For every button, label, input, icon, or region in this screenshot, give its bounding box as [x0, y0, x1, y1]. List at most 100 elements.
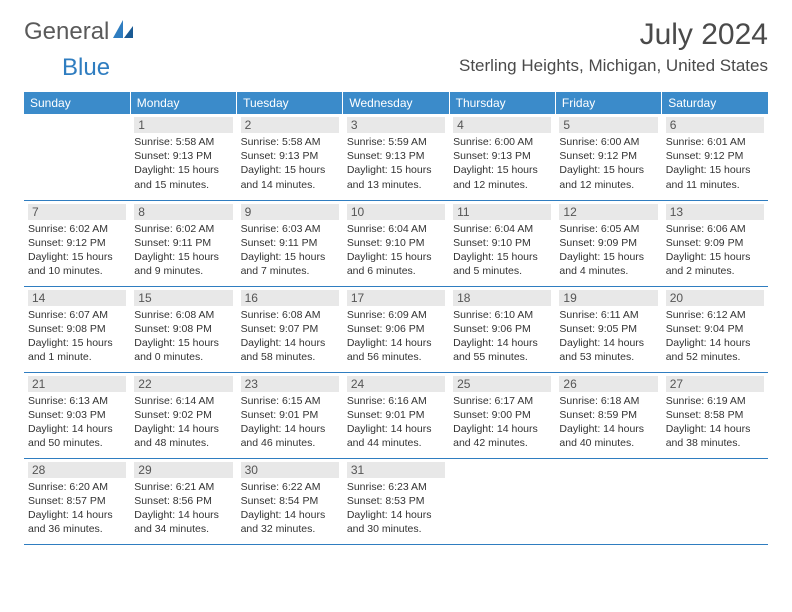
cell-text: Sunrise: 6:00 AM: [453, 135, 551, 149]
calendar-cell: 2Sunrise: 5:58 AMSunset: 9:13 PMDaylight…: [237, 114, 343, 200]
calendar-cell: 25Sunrise: 6:17 AMSunset: 9:00 PMDayligh…: [449, 372, 555, 458]
day-number: 24: [347, 376, 445, 392]
cell-text: Sunrise: 6:06 AM: [666, 222, 764, 236]
cell-text: Daylight: 14 hours: [241, 508, 339, 522]
cell-text: Sunset: 9:06 PM: [347, 322, 445, 336]
cell-text: Sunrise: 6:13 AM: [28, 394, 126, 408]
calendar-cell: 11Sunrise: 6:04 AMSunset: 9:10 PMDayligh…: [449, 200, 555, 286]
cell-text: Sunset: 8:58 PM: [666, 408, 764, 422]
cell-text: and 12 minutes.: [453, 178, 551, 192]
day-number: 11: [453, 204, 551, 220]
day-number: 9: [241, 204, 339, 220]
cell-text: and 1 minute.: [28, 350, 126, 364]
cell-text: Daylight: 15 hours: [559, 250, 657, 264]
cell-text: and 0 minutes.: [134, 350, 232, 364]
day-number: 14: [28, 290, 126, 306]
day-number: 2: [241, 117, 339, 133]
cell-text: Daylight: 14 hours: [134, 422, 232, 436]
cell-text: Sunset: 9:12 PM: [559, 149, 657, 163]
logo-text-general: General: [24, 18, 109, 46]
cell-text: Sunset: 9:01 PM: [347, 408, 445, 422]
calendar-cell: 16Sunrise: 6:08 AMSunset: 9:07 PMDayligh…: [237, 286, 343, 372]
calendar-cell: [555, 458, 661, 544]
cell-text: Sunset: 9:11 PM: [134, 236, 232, 250]
day-number: 6: [666, 117, 764, 133]
day-number: 23: [241, 376, 339, 392]
calendar-cell: 23Sunrise: 6:15 AMSunset: 9:01 PMDayligh…: [237, 372, 343, 458]
cell-text: Sunrise: 6:22 AM: [241, 480, 339, 494]
cell-text: Sunrise: 6:07 AM: [28, 308, 126, 322]
calendar-cell: 18Sunrise: 6:10 AMSunset: 9:06 PMDayligh…: [449, 286, 555, 372]
cell-text: Sunrise: 6:12 AM: [666, 308, 764, 322]
cell-text: Sunrise: 6:08 AM: [134, 308, 232, 322]
cell-text: Sunrise: 6:05 AM: [559, 222, 657, 236]
cell-text: Sunrise: 6:21 AM: [134, 480, 232, 494]
calendar-cell: 1Sunrise: 5:58 AMSunset: 9:13 PMDaylight…: [130, 114, 236, 200]
calendar-cell: 31Sunrise: 6:23 AMSunset: 8:53 PMDayligh…: [343, 458, 449, 544]
cell-text: Daylight: 15 hours: [241, 163, 339, 177]
calendar-week-row: 28Sunrise: 6:20 AMSunset: 8:57 PMDayligh…: [24, 458, 768, 544]
cell-text: Sunset: 8:54 PM: [241, 494, 339, 508]
cell-text: Sunrise: 6:08 AM: [241, 308, 339, 322]
cell-text: Sunrise: 6:00 AM: [559, 135, 657, 149]
cell-text: Sunrise: 5:58 AM: [134, 135, 232, 149]
cell-text: Sunset: 9:01 PM: [241, 408, 339, 422]
cell-text: Sunset: 9:00 PM: [453, 408, 551, 422]
cell-text: Daylight: 14 hours: [559, 336, 657, 350]
day-number: 8: [134, 204, 232, 220]
calendar-cell: 19Sunrise: 6:11 AMSunset: 9:05 PMDayligh…: [555, 286, 661, 372]
calendar-cell: 13Sunrise: 6:06 AMSunset: 9:09 PMDayligh…: [662, 200, 768, 286]
day-number: 20: [666, 290, 764, 306]
cell-text: Daylight: 14 hours: [28, 508, 126, 522]
cell-text: Daylight: 15 hours: [134, 250, 232, 264]
cell-text: Sunset: 9:12 PM: [666, 149, 764, 163]
cell-text: Sunrise: 6:17 AM: [453, 394, 551, 408]
calendar-cell: 30Sunrise: 6:22 AMSunset: 8:54 PMDayligh…: [237, 458, 343, 544]
calendar-cell: 28Sunrise: 6:20 AMSunset: 8:57 PMDayligh…: [24, 458, 130, 544]
cell-text: Sunset: 9:13 PM: [453, 149, 551, 163]
day-header: Thursday: [449, 92, 555, 114]
cell-text: Sunrise: 6:09 AM: [347, 308, 445, 322]
cell-text: Sunrise: 5:58 AM: [241, 135, 339, 149]
cell-text: Daylight: 15 hours: [666, 250, 764, 264]
cell-text: and 9 minutes.: [134, 264, 232, 278]
calendar-cell: 10Sunrise: 6:04 AMSunset: 9:10 PMDayligh…: [343, 200, 449, 286]
cell-text: Sunset: 9:13 PM: [134, 149, 232, 163]
calendar-week-row: 14Sunrise: 6:07 AMSunset: 9:08 PMDayligh…: [24, 286, 768, 372]
cell-text: and 13 minutes.: [347, 178, 445, 192]
cell-text: Sunrise: 6:02 AM: [134, 222, 232, 236]
cell-text: Sunset: 9:07 PM: [241, 322, 339, 336]
month-title: July 2024: [459, 18, 768, 52]
day-header: Friday: [555, 92, 661, 114]
cell-text: Daylight: 15 hours: [453, 163, 551, 177]
cell-text: Daylight: 14 hours: [347, 508, 445, 522]
day-number: 13: [666, 204, 764, 220]
calendar-header-row: SundayMondayTuesdayWednesdayThursdayFrid…: [24, 92, 768, 114]
calendar-cell: 8 Sunrise: 6:02 AMSunset: 9:11 PMDaylight…: [130, 200, 236, 286]
calendar-cell: 4Sunrise: 6:00 AMSunset: 9:13 PMDaylight…: [449, 114, 555, 200]
calendar-cell: [24, 114, 130, 200]
cell-text: Daylight: 15 hours: [347, 163, 445, 177]
cell-text: Daylight: 14 hours: [241, 336, 339, 350]
day-number: 3: [347, 117, 445, 133]
cell-text: Daylight: 15 hours: [559, 163, 657, 177]
cell-text: and 32 minutes.: [241, 522, 339, 536]
cell-text: Sunset: 9:05 PM: [559, 322, 657, 336]
cell-text: and 52 minutes.: [666, 350, 764, 364]
cell-text: Sunrise: 6:03 AM: [241, 222, 339, 236]
day-number: 26: [559, 376, 657, 392]
calendar-cell: 21Sunrise: 6:13 AMSunset: 9:03 PMDayligh…: [24, 372, 130, 458]
calendar-week-row: 1Sunrise: 5:58 AMSunset: 9:13 PMDaylight…: [24, 114, 768, 200]
cell-text: Sunset: 9:03 PM: [28, 408, 126, 422]
cell-text: Daylight: 15 hours: [241, 250, 339, 264]
logo: General: [24, 18, 115, 46]
cell-text: and 42 minutes.: [453, 436, 551, 450]
cell-text: and 56 minutes.: [347, 350, 445, 364]
cell-text: Daylight: 15 hours: [453, 250, 551, 264]
day-header: Monday: [130, 92, 236, 114]
cell-text: Sunset: 9:04 PM: [666, 322, 764, 336]
cell-text: Daylight: 14 hours: [666, 422, 764, 436]
cell-text: Daylight: 14 hours: [559, 422, 657, 436]
calendar-cell: 22Sunrise: 6:14 AMSunset: 9:02 PMDayligh…: [130, 372, 236, 458]
calendar-cell: 14Sunrise: 6:07 AMSunset: 9:08 PMDayligh…: [24, 286, 130, 372]
